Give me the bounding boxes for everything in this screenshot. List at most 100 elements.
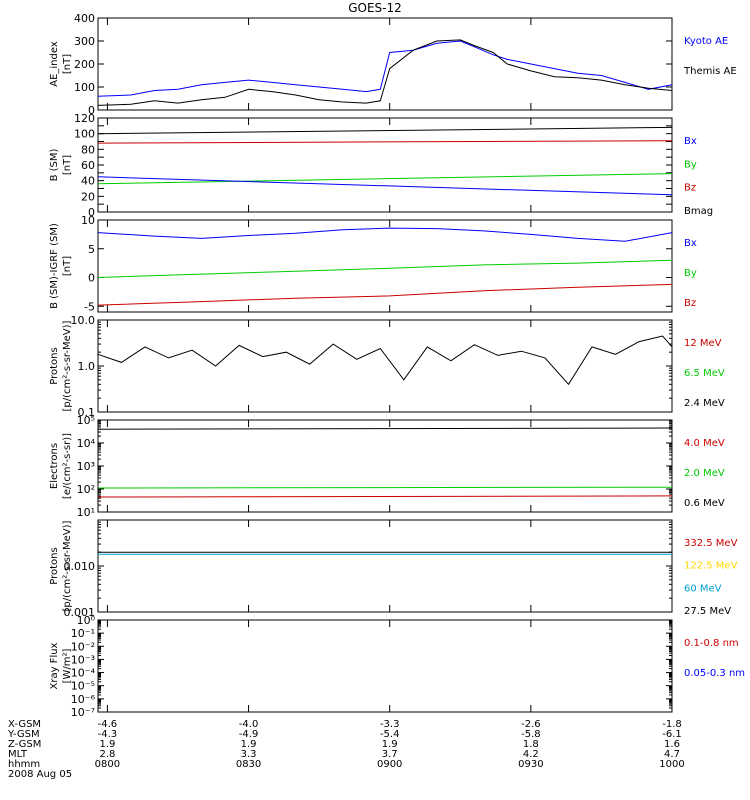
- y-tick-label: 10⁻⁴: [71, 667, 96, 680]
- series-line: [97, 40, 673, 97]
- x-row-value: 0930: [518, 759, 543, 770]
- x-row-value: 3.3: [241, 749, 257, 760]
- x-row-value: 1.6: [664, 739, 680, 750]
- x-row-label: X-GSM: [8, 719, 41, 730]
- series-line: [97, 176, 673, 196]
- panel-frame: [97, 219, 673, 313]
- panel-protons_hi: 0.1 1.0 10.0 Protons [p/(cm²-s-sr-MeV)] 12 Me…: [49, 314, 725, 419]
- y-tick-label: 300: [74, 35, 95, 48]
- series-line: [97, 39, 673, 106]
- y-tick-label: 10⁻⁵: [71, 680, 95, 693]
- y-axis-label: B (SM): [49, 148, 60, 181]
- x-row-value: 1.9: [382, 739, 398, 750]
- y-tick-label: 5: [88, 243, 95, 256]
- series-line: [97, 495, 673, 498]
- y-tick-label: 40: [81, 175, 95, 188]
- x-row-value: -5.8: [521, 729, 541, 740]
- panel-frame: [97, 117, 673, 213]
- y-axis-label: Protons: [49, 347, 60, 384]
- y-tick-label: 0: [88, 206, 95, 219]
- x-row-value: 0900: [377, 759, 402, 770]
- y-tick-label: 100: [74, 81, 95, 94]
- series-line: [97, 427, 673, 430]
- x-row-label: hhmm: [8, 759, 40, 770]
- y-tick-label: 10⁻¹: [71, 627, 95, 640]
- y-tick-label: 400: [74, 12, 95, 25]
- series-line: [97, 486, 673, 489]
- x-row-value: -4.3: [98, 729, 118, 740]
- y-tick-label: 0.1: [78, 406, 96, 419]
- x-row-label: Y-GSM: [7, 729, 40, 740]
- y-tick-label: 20: [81, 190, 95, 203]
- x-row-value: 3.7: [382, 749, 398, 760]
- series-line: [97, 283, 673, 306]
- legend-entry: Bz: [684, 183, 696, 194]
- legend-entry: 12 MeV: [684, 338, 722, 349]
- panel-ae: 0 100 200 300 400 AE_index [nT] Kyoto AE Themis …: [49, 12, 737, 117]
- series-line: [97, 259, 673, 278]
- x-row-value: 1000: [659, 759, 684, 770]
- x-row-value: -4.9: [239, 729, 259, 740]
- series-line: [97, 227, 673, 242]
- x-row-value: 0800: [95, 759, 120, 770]
- y-tick-label: 10⁵: [77, 414, 95, 427]
- legend-entry: 122.5 MeV: [684, 561, 738, 572]
- y-axis-label: [e/(cm²-s-sr)]: [62, 433, 73, 499]
- legend-entry: 0.1-0.8 nm: [684, 638, 739, 649]
- x-row-value: 2.8: [99, 749, 115, 760]
- legend-entry: 27.5 MeV: [684, 606, 731, 617]
- legend-entry: Kyoto AE: [684, 36, 728, 47]
- x-row-value: -4.6: [98, 719, 118, 730]
- panel-protons_lo: 0.001 0.010 Protons [p/(cm²-s-sr-MeV)] 332.5…: [49, 519, 738, 619]
- y-tick-label: 10: [81, 214, 95, 227]
- legend-entry: 0.05-0.3 nm: [684, 668, 745, 679]
- legend-entry: Bx: [684, 238, 697, 249]
- chart-title: GOES-12: [348, 1, 402, 15]
- y-tick-label: 0.001: [64, 606, 96, 619]
- y-axis-label: B (SM)-IGRF (SM): [49, 223, 60, 309]
- y-tick-label: 1.0: [78, 360, 96, 373]
- y-axis-label: [nT]: [62, 54, 73, 74]
- y-tick-label: 10⁴: [77, 437, 96, 450]
- panel-frame: [97, 319, 673, 413]
- legend-entry: 332.5 MeV: [684, 538, 738, 549]
- x-row-value: 1.8: [523, 739, 539, 750]
- legend-entry: 2.4 MeV: [684, 398, 725, 409]
- x-axis-annotation: X-GSM -4.6 -4.0 -3.3 -2.6 -1.8 Y-GSM -4.3 -4.9 -5…: [7, 719, 685, 780]
- y-tick-label: 60: [81, 159, 95, 172]
- y-axis-label: [nT]: [62, 256, 73, 276]
- series-line: [97, 126, 673, 135]
- y-axis-label: [nT]: [62, 155, 73, 175]
- legend-entry: By: [684, 268, 697, 279]
- y-axis-label: Electrons: [49, 443, 60, 489]
- y-tick-label: 10.0: [71, 314, 96, 327]
- x-row-value: -1.8: [662, 719, 682, 730]
- x-row-value: -6.1: [662, 729, 682, 740]
- y-tick-label: 10⁻⁷: [71, 706, 95, 719]
- x-row-label: Z-GSM: [8, 739, 41, 750]
- legend-entry: By: [684, 159, 697, 170]
- panel-electrons: 10¹ 10² 10³ 10⁴ 10⁵ Electrons [e/(cm²-s-sr)] 4.…: [49, 414, 725, 519]
- y-axis-label: AE_index: [49, 41, 60, 87]
- x-row-value: -4.0: [239, 719, 259, 730]
- legend-entry: Bz: [684, 298, 696, 309]
- legend-entry: 4.0 MeV: [684, 438, 725, 449]
- legend-entry: 0.6 MeV: [684, 498, 725, 509]
- legend-entry: Bmag: [684, 206, 713, 217]
- panel-frame: [97, 619, 673, 713]
- x-row-value: 4.2: [523, 749, 539, 760]
- panel-bigrf: -5 0 5 10 B (SM)-IGRF (SM) [nT] Bx By Bz: [49, 214, 697, 313]
- series-line: [97, 335, 673, 386]
- y-tick-label: 10⁰: [77, 614, 96, 627]
- y-axis-label: Protons: [49, 547, 60, 584]
- y-tick-label: 10⁻²: [71, 640, 95, 653]
- series-line: [97, 140, 673, 144]
- y-tick-label: 10⁻³: [71, 653, 95, 666]
- x-row-value: -2.6: [521, 719, 541, 730]
- x-row-value: 4.7: [664, 749, 680, 760]
- legend-entry: 60 MeV: [684, 583, 722, 594]
- x-row-label: MLT: [8, 749, 28, 760]
- panel-bsm: 0 20 40 60 80 100 120 B (SM) [nT] Bx By Bz Bmag: [49, 112, 713, 219]
